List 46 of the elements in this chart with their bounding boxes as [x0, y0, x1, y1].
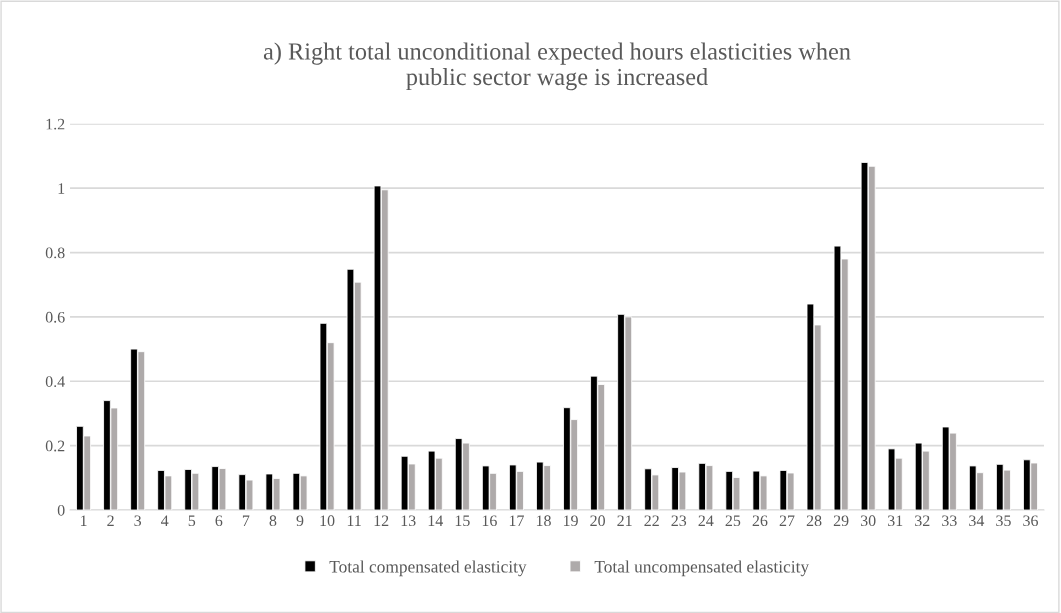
x-tick-label: 32	[915, 515, 930, 527]
y-tick-label: 0.6	[45, 311, 65, 323]
x-tick-label: 2	[107, 515, 114, 526]
x-tick-label: 17	[509, 515, 524, 526]
x-tick-label: 27	[779, 515, 795, 526]
x-tick-label: 28	[806, 515, 822, 527]
x-tick-label: 9	[296, 515, 304, 527]
x-tick-label: 35	[996, 515, 1011, 527]
x-tick-label: 6	[215, 515, 223, 527]
x-tick-label: 1	[80, 515, 87, 526]
x-tick-label: 23	[671, 515, 687, 527]
x-tick-label: 7	[242, 515, 250, 526]
x-tick-label: 29	[833, 515, 849, 527]
x-tick-label: 21	[617, 515, 632, 526]
x-tick-label: 26	[752, 515, 768, 527]
y-tick-label: 1	[58, 183, 65, 194]
x-tick-label: 18	[536, 515, 551, 527]
y-tick-label: 0	[57, 504, 65, 516]
x-tick-label: 12	[374, 515, 389, 526]
x-tick-label: 31	[888, 515, 903, 527]
x-tick-label: 5	[188, 515, 196, 527]
x-tick-label: 14	[428, 515, 444, 526]
x-tick-label: 25	[725, 515, 741, 527]
legend-label: Total uncompensated elasticity	[594, 560, 810, 577]
x-tick-label: 34	[969, 515, 985, 527]
x-tick-label: 16	[482, 515, 497, 527]
y-tick-label: 1.2	[46, 118, 65, 130]
x-tick-label: 33	[942, 515, 957, 527]
legend-label: Total compensated elasticity	[329, 560, 527, 577]
x-tick-label: 19	[563, 515, 578, 527]
x-tick-label: 10	[320, 515, 335, 527]
x-tick-label: 3	[134, 515, 142, 527]
x-tick-label: 22	[644, 515, 659, 526]
y-tick-label: 0.8	[45, 247, 65, 259]
x-tick-label: 4	[161, 515, 169, 526]
x-tick-label: 8	[269, 515, 277, 527]
x-tick-label: 24	[698, 515, 714, 526]
chart-title: a) Right total unconditional expected hours elasticities when public sector wage is increased	[263, 42, 851, 91]
x-tick-label: 30	[860, 515, 876, 527]
x-tick-label: 36	[1023, 515, 1039, 527]
x-tick-label: 15	[455, 515, 470, 527]
x-tick-label: 20	[590, 515, 605, 527]
x-tick-label: 13	[401, 515, 416, 527]
y-tick-label: 0.2	[45, 440, 65, 452]
x-tick-label: 11	[347, 515, 361, 526]
y-tick-label: 0.4	[45, 376, 65, 388]
